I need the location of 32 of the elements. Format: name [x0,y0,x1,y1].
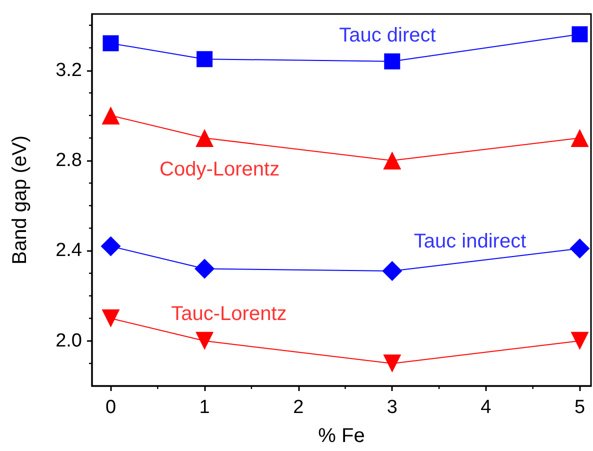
point [102,35,119,52]
x-tick-label: 2 [293,397,304,418]
point [196,51,213,68]
x-tick-label: 0 [105,397,116,418]
point [102,106,120,124]
point [384,53,400,70]
series-label: Tauc direct [339,24,436,46]
point [100,236,121,256]
y-tick-label: 2.0 [56,330,82,352]
series-label: Cody-Lorentz [160,158,280,181]
point [196,332,214,350]
point [382,261,402,282]
x-tick-label: 4 [480,397,492,418]
point [383,152,402,170]
series-label: Tauc-Lorentz [171,302,287,325]
point [196,129,214,147]
x-tick-label: 1 [199,397,210,418]
point [383,354,402,372]
point [572,26,588,42]
y-tick-label: 3.2 [56,60,82,81]
series-label: Tauc indirect [414,230,527,253]
point [570,129,589,147]
point [102,309,120,328]
x-tick-label: 3 [386,397,398,418]
x-tick-label: 5 [574,397,586,418]
y-axis-title: Band gap (eV) [9,136,31,264]
y-tick-label: 2.8 [56,150,82,172]
point [194,258,215,279]
x-axis-title: % Fe [318,425,365,447]
y-tick-label: 2.4 [56,240,82,262]
point [570,332,589,350]
point [570,238,590,258]
